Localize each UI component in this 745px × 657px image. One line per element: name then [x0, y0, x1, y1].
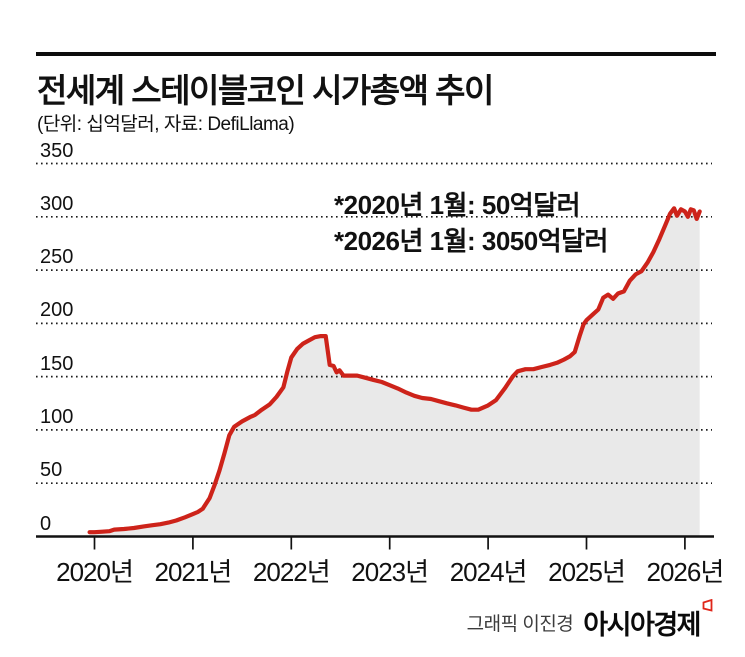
annotation-2020: *2020년 1월: 50억달러	[334, 190, 581, 220]
area-fill	[89, 208, 700, 537]
x-tick-label-2023: 2023년	[351, 557, 429, 587]
x-tick-label-2024: 2024년	[449, 557, 528, 587]
x-tick-label-2025: 2025년	[548, 557, 626, 587]
graphic-credit: 그래픽 이진경	[466, 614, 574, 635]
page-title: 전세계 스테이블코인 시가총액 추이	[37, 72, 494, 109]
x-tick-label-2026: 2026년	[646, 557, 725, 587]
y-tick-label-300: 300	[40, 192, 74, 215]
y-tick-label-250: 250	[40, 246, 74, 269]
x-tick-label-2021: 2021년	[154, 557, 233, 587]
brand-logo: 아시아경제	[583, 610, 701, 640]
y-tick-label-150: 150	[40, 352, 74, 375]
title-rule	[36, 52, 716, 56]
y-tick-label-100: 100	[40, 405, 74, 428]
trend-line	[87, 206, 702, 535]
x-tick-label-2022: 2022년	[252, 557, 331, 587]
brand-mark-icon	[702, 599, 713, 612]
y-tick-label-0: 0	[40, 512, 52, 535]
footer: 그래픽 이진경 아시아경제	[0, 599, 713, 642]
x-tick-label-2020: 2020년	[56, 557, 134, 587]
chart-subtitle: (단위: 십억달러, 자료: DefiLlama)	[37, 114, 295, 135]
y-tick-label-50: 50	[40, 459, 63, 482]
y-tick-label-200: 200	[40, 299, 74, 322]
annotation-2026: *2026년 1월: 3050억달러	[334, 226, 608, 256]
y-tick-label-350: 350	[40, 139, 74, 162]
